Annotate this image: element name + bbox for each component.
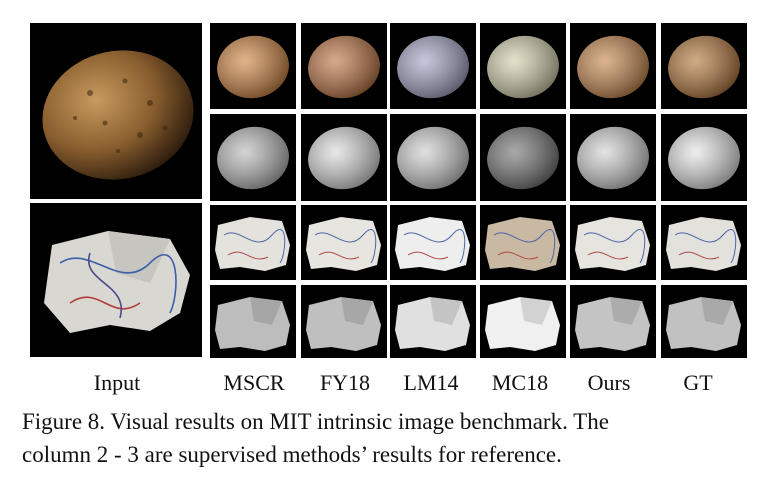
column-label-fy18: FY18 [319, 370, 371, 395]
result-potato-albedo-gt [661, 23, 747, 109]
result-paper-albedo-lm14 [390, 205, 476, 280]
result-paper-albedo-ours [570, 205, 656, 280]
result-potato-shading-mscr [210, 114, 296, 201]
result-paper-shading-ours [570, 285, 656, 358]
result-paper-albedo-mc18 [480, 205, 566, 280]
column-label-ours: Ours [587, 370, 631, 395]
result-potato-albedo-mscr [210, 23, 296, 109]
input-image-paper [30, 203, 202, 357]
figure-caption: Figure 8. Visual results on MIT intrinsi… [22, 405, 757, 471]
result-potato-albedo-fy18 [301, 23, 387, 109]
result-potato-shading-fy18 [301, 114, 387, 201]
result-potato-shading-ours [570, 114, 656, 201]
result-paper-albedo-mscr [210, 205, 296, 280]
result-potato-shading-gt [661, 114, 747, 201]
result-paper-shading-gt [661, 285, 747, 358]
result-potato-shading-mc18 [480, 114, 566, 201]
result-paper-albedo-gt [661, 205, 747, 280]
caption-line-2: column 2 - 3 are supervised methods’ res… [22, 442, 562, 467]
result-potato-shading-lm14 [390, 114, 476, 201]
result-paper-shading-mscr [210, 285, 296, 358]
result-potato-albedo-mc18 [480, 23, 566, 109]
column-label-lm14: LM14 [403, 370, 459, 395]
result-potato-albedo-ours [570, 23, 656, 109]
column-label-input: Input [93, 370, 141, 395]
column-label-mscr: MSCR [223, 370, 285, 395]
column-label-mc18: MC18 [491, 370, 549, 395]
result-paper-albedo-fy18 [301, 205, 387, 280]
caption-line-1: Figure 8. Visual results on MIT intrinsi… [22, 409, 609, 434]
result-potato-albedo-lm14 [390, 23, 476, 109]
result-paper-shading-mc18 [480, 285, 566, 358]
result-paper-shading-fy18 [301, 285, 387, 358]
result-paper-shading-lm14 [390, 285, 476, 358]
input-image-potato [30, 23, 202, 199]
column-label-gt: GT [683, 370, 713, 395]
